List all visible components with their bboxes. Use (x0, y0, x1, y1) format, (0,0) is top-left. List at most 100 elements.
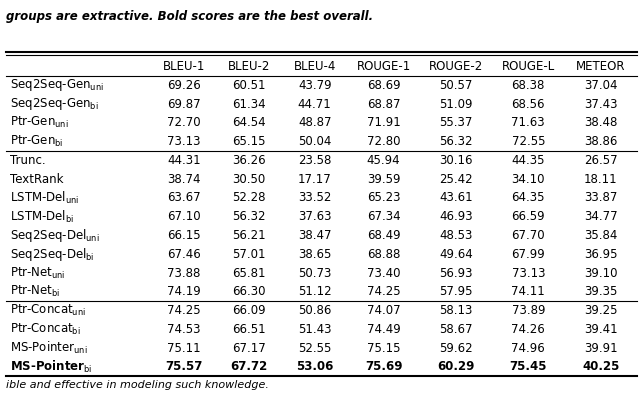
Text: 72.55: 72.55 (511, 135, 545, 148)
Text: 33.52: 33.52 (298, 191, 332, 204)
Text: 48.87: 48.87 (298, 116, 332, 129)
Text: 74.25: 74.25 (167, 304, 200, 317)
Text: 65.81: 65.81 (232, 266, 266, 279)
Text: 56.32: 56.32 (232, 210, 266, 223)
Text: 17.17: 17.17 (298, 173, 332, 186)
Text: BLEU-2: BLEU-2 (228, 60, 271, 73)
Text: 74.26: 74.26 (511, 323, 545, 336)
Text: 50.86: 50.86 (298, 304, 332, 317)
Text: 75.57: 75.57 (165, 361, 202, 374)
Text: 73.88: 73.88 (167, 266, 200, 279)
Text: 74.49: 74.49 (367, 323, 401, 336)
Text: ible and effective in modeling such knowledge.: ible and effective in modeling such know… (6, 380, 269, 390)
Text: 26.57: 26.57 (584, 154, 618, 167)
Text: Ptr-Concat$_{\mathrm{bi}}$: Ptr-Concat$_{\mathrm{bi}}$ (10, 322, 81, 337)
Text: 59.62: 59.62 (439, 342, 473, 355)
Text: 75.15: 75.15 (367, 342, 401, 355)
Text: 66.30: 66.30 (232, 285, 266, 298)
Text: Ptr-Net$_{\mathrm{bi}}$: Ptr-Net$_{\mathrm{bi}}$ (10, 284, 60, 299)
Text: 38.74: 38.74 (167, 173, 200, 186)
Text: 66.15: 66.15 (167, 229, 200, 242)
Text: 67.99: 67.99 (511, 248, 545, 261)
Text: 38.86: 38.86 (584, 135, 618, 148)
Text: 35.84: 35.84 (584, 229, 618, 242)
Text: 34.10: 34.10 (511, 173, 545, 186)
Text: 46.93: 46.93 (439, 210, 473, 223)
Text: 43.79: 43.79 (298, 79, 332, 92)
Text: 50.04: 50.04 (298, 135, 332, 148)
Text: 66.51: 66.51 (232, 323, 266, 336)
Text: ROUGE-L: ROUGE-L (502, 60, 555, 73)
Text: 69.87: 69.87 (167, 98, 200, 111)
Text: 49.64: 49.64 (439, 248, 473, 261)
Text: Seq2Seq-Del$_{\mathrm{uni}}$: Seq2Seq-Del$_{\mathrm{uni}}$ (10, 227, 99, 244)
Text: 72.70: 72.70 (167, 116, 200, 129)
Text: 68.87: 68.87 (367, 98, 401, 111)
Text: 64.35: 64.35 (511, 191, 545, 204)
Text: 38.48: 38.48 (584, 116, 618, 129)
Text: 39.25: 39.25 (584, 304, 618, 317)
Text: 36.26: 36.26 (232, 154, 266, 167)
Text: 34.77: 34.77 (584, 210, 618, 223)
Text: 75.69: 75.69 (365, 361, 403, 374)
Text: Ptr-Concat$_{\mathrm{uni}}$: Ptr-Concat$_{\mathrm{uni}}$ (10, 303, 86, 318)
Text: 53.06: 53.06 (296, 361, 333, 374)
Text: 74.07: 74.07 (367, 304, 401, 317)
Text: 43.61: 43.61 (439, 191, 473, 204)
Text: Seq2Seq-Gen$_{\mathrm{uni}}$: Seq2Seq-Gen$_{\mathrm{uni}}$ (10, 77, 104, 93)
Text: 74.19: 74.19 (167, 285, 201, 298)
Text: TextRank: TextRank (10, 173, 63, 186)
Text: 44.31: 44.31 (167, 154, 200, 167)
Text: 25.42: 25.42 (439, 173, 473, 186)
Text: 65.23: 65.23 (367, 191, 401, 204)
Text: LSTM-Del$_{\mathrm{uni}}$: LSTM-Del$_{\mathrm{uni}}$ (10, 190, 79, 206)
Text: 74.11: 74.11 (511, 285, 545, 298)
Text: 52.28: 52.28 (232, 191, 266, 204)
Text: Trunc.: Trunc. (10, 154, 45, 167)
Text: 75.45: 75.45 (509, 361, 547, 374)
Text: Ptr-Gen$_{\mathrm{uni}}$: Ptr-Gen$_{\mathrm{uni}}$ (10, 115, 68, 130)
Text: 38.65: 38.65 (298, 248, 332, 261)
Text: 30.16: 30.16 (439, 154, 473, 167)
Text: 57.95: 57.95 (439, 285, 473, 298)
Text: 44.35: 44.35 (511, 154, 545, 167)
Text: 18.11: 18.11 (584, 173, 618, 186)
Text: 39.41: 39.41 (584, 323, 618, 336)
Text: 51.12: 51.12 (298, 285, 332, 298)
Text: 68.38: 68.38 (511, 79, 545, 92)
Text: 74.53: 74.53 (167, 323, 200, 336)
Text: ROUGE-1: ROUGE-1 (356, 60, 411, 73)
Text: 39.10: 39.10 (584, 266, 618, 279)
Text: 73.13: 73.13 (511, 266, 545, 279)
Text: 57.01: 57.01 (232, 248, 266, 261)
Text: 56.93: 56.93 (439, 266, 473, 279)
Text: 38.47: 38.47 (298, 229, 332, 242)
Text: METEOR: METEOR (576, 60, 625, 73)
Text: 56.21: 56.21 (232, 229, 266, 242)
Text: MS-Pointer$_{\mathrm{uni}}$: MS-Pointer$_{\mathrm{uni}}$ (10, 340, 87, 356)
Text: 50.57: 50.57 (439, 79, 472, 92)
Text: Seq2Seq-Gen$_{\mathrm{bi}}$: Seq2Seq-Gen$_{\mathrm{bi}}$ (10, 96, 99, 112)
Text: 66.59: 66.59 (511, 210, 545, 223)
Text: Seq2Seq-Del$_{\mathrm{bi}}$: Seq2Seq-Del$_{\mathrm{bi}}$ (10, 246, 94, 263)
Text: BLEU-4: BLEU-4 (294, 60, 336, 73)
Text: 45.94: 45.94 (367, 154, 401, 167)
Text: 68.69: 68.69 (367, 79, 401, 92)
Text: ROUGE-2: ROUGE-2 (429, 60, 483, 73)
Text: 74.96: 74.96 (511, 342, 545, 355)
Text: Ptr-Gen$_{\mathrm{bi}}$: Ptr-Gen$_{\mathrm{bi}}$ (10, 134, 63, 149)
Text: 73.13: 73.13 (167, 135, 200, 148)
Text: 68.88: 68.88 (367, 248, 400, 261)
Text: 50.73: 50.73 (298, 266, 332, 279)
Text: 40.25: 40.25 (582, 361, 620, 374)
Text: 39.91: 39.91 (584, 342, 618, 355)
Text: groups are extractive. Bold scores are the best overall.: groups are extractive. Bold scores are t… (6, 10, 374, 23)
Text: 74.25: 74.25 (367, 285, 401, 298)
Text: 66.09: 66.09 (232, 304, 266, 317)
Text: 71.91: 71.91 (367, 116, 401, 129)
Text: 75.11: 75.11 (167, 342, 200, 355)
Text: 39.35: 39.35 (584, 285, 618, 298)
Text: 36.95: 36.95 (584, 248, 618, 261)
Text: 56.32: 56.32 (439, 135, 473, 148)
Text: 48.53: 48.53 (439, 229, 472, 242)
